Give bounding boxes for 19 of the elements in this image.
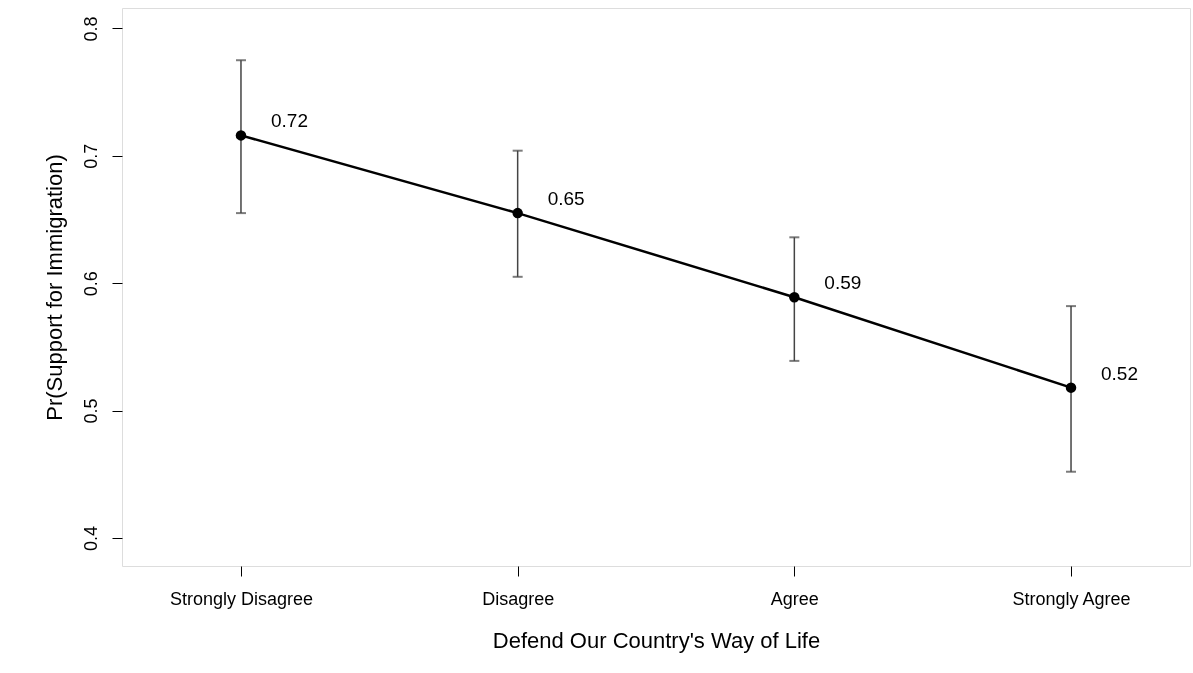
y-tick-label: 0.5 — [80, 398, 101, 424]
data-label: 0.59 — [824, 272, 862, 294]
y-axis-title: Pr(Support for Immigration) — [41, 154, 67, 421]
y-tick-label: 0.6 — [80, 271, 101, 297]
point — [512, 207, 523, 219]
data-label: 0.72 — [270, 110, 308, 132]
data-label: 0.52 — [1101, 362, 1139, 384]
point — [1065, 382, 1077, 393]
point — [235, 130, 247, 141]
x-tick-label: Disagree — [482, 588, 555, 609]
x-tick-label: Agree — [770, 588, 819, 609]
x-tick-label: Strongly Disagree — [169, 588, 314, 609]
y-tick-label: 0.7 — [80, 143, 101, 169]
point — [789, 291, 800, 303]
x-axis-title: Defend Our Country's Way of Life — [492, 627, 821, 653]
x-tick-label: Strongly Agree — [1012, 588, 1131, 609]
y-tick-label: 0.4 — [80, 525, 101, 551]
data-label: 0.65 — [547, 188, 585, 210]
y-tick-label: 0.8 — [80, 16, 101, 42]
